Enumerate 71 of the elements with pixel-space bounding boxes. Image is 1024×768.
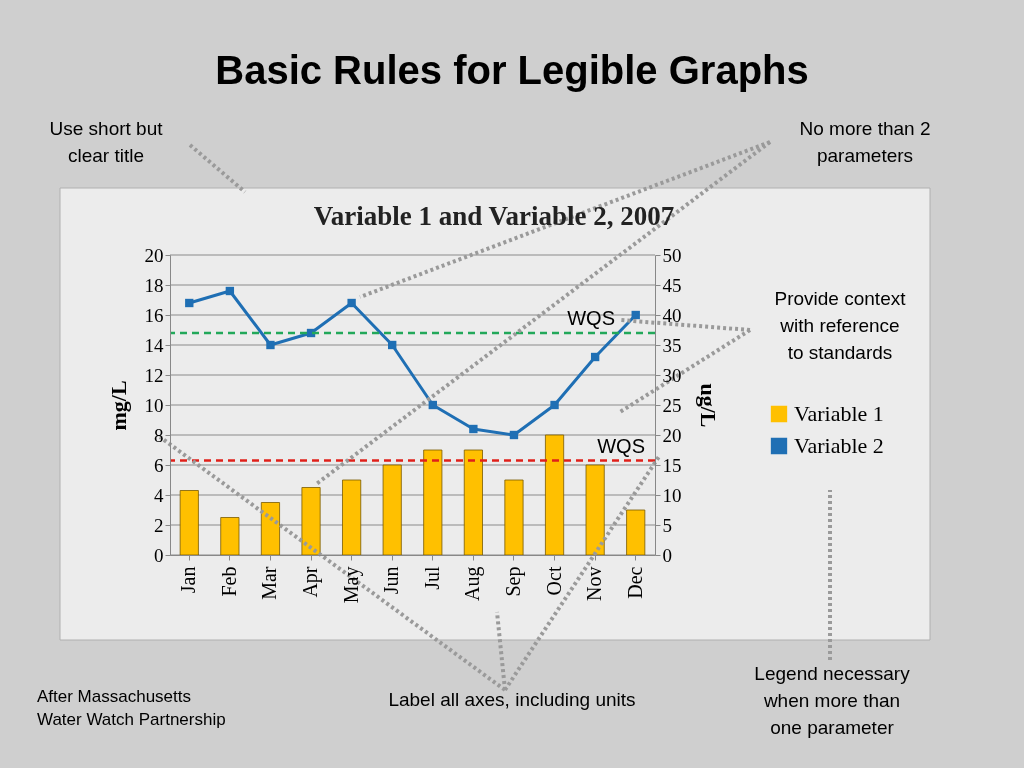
x-tick-label: Dec [623, 566, 646, 599]
bar [626, 509, 646, 556]
y-tick-label: 0 [154, 544, 164, 566]
y-tick-label: 8 [154, 424, 164, 446]
x-tick-label: Feb [217, 566, 240, 597]
chart-title: Basic Rules for Legible Graphs [215, 48, 809, 92]
point [469, 424, 478, 434]
text: Use short but clear title [49, 118, 164, 166]
x-tick-label: Jul [420, 566, 443, 590]
y2-tick-label: 50 [662, 244, 682, 266]
text: No more than 2 parameters [799, 118, 931, 166]
y-tick-label: 2 [154, 514, 164, 536]
y2-tick-label: 20 [662, 424, 682, 446]
x-tick-label: Sep [501, 566, 525, 597]
bar [220, 517, 240, 556]
point [347, 298, 356, 308]
y2-tick-label: 10 [662, 484, 682, 506]
text: Legend necessary when more than one parameter [754, 663, 911, 738]
y2-tick-label: 35 [662, 334, 682, 356]
y-tick-label: 6 [154, 454, 164, 476]
bar [179, 490, 199, 556]
text: Provide context with reference to standards [774, 288, 907, 363]
y-tick-label: 14 [144, 334, 164, 356]
point [388, 340, 397, 350]
bar [504, 479, 524, 556]
point [185, 298, 194, 308]
bar [545, 434, 565, 556]
bar [301, 487, 321, 556]
bar [382, 464, 402, 556]
y2-tick-label: 30 [662, 364, 682, 386]
x-tick-label: Aug [461, 566, 485, 601]
point [550, 400, 559, 410]
y2-tick-label: 0 [662, 544, 672, 566]
y2-tick-label: 45 [662, 274, 682, 296]
y-axis-title: mg/L [105, 380, 131, 431]
chart-subtitle: Variable 1 and Variable 2, 2007 [313, 201, 675, 231]
y-tick-label: 12 [144, 364, 164, 386]
text: After Massachusetts Water Watch Partnership [37, 687, 226, 729]
bar [342, 479, 362, 556]
y2-axis-title: ug/L [695, 383, 721, 428]
y-tick-label: 10 [144, 394, 164, 416]
ref-line-label: WQS [567, 307, 615, 329]
x-tick-label: Oct [542, 566, 565, 596]
y2-tick-label: 25 [662, 394, 682, 416]
point [266, 340, 275, 350]
y-tick-label: 18 [144, 274, 164, 296]
bar [463, 449, 483, 556]
point [631, 310, 640, 320]
x-tick-label: Nov [583, 566, 606, 601]
y2-tick-label: 40 [662, 304, 682, 326]
legend-label: Variable 1 [794, 401, 884, 426]
x-tick-label: Apr [299, 566, 323, 598]
x-tick-label: Jan [177, 566, 200, 594]
bar [423, 449, 443, 556]
legend-label: Variable 2 [794, 433, 884, 458]
bar [260, 502, 280, 556]
y-tick-label: 16 [144, 304, 164, 326]
point [225, 286, 235, 296]
ref-line-label: WQS [597, 434, 645, 457]
y2-tick-label: 15 [662, 454, 682, 476]
y2-tick-label: 5 [662, 514, 672, 536]
x-tick-label: Mar [258, 566, 281, 600]
point [428, 400, 437, 410]
point [509, 430, 519, 440]
x-tick-label: Jun [380, 566, 403, 595]
y-tick-label: 20 [144, 244, 164, 266]
x-tick-label: May [339, 566, 363, 604]
bar [585, 464, 605, 556]
y-tick-label: 4 [154, 484, 164, 506]
point [590, 352, 600, 362]
text: Label all axes, including units [388, 689, 636, 710]
